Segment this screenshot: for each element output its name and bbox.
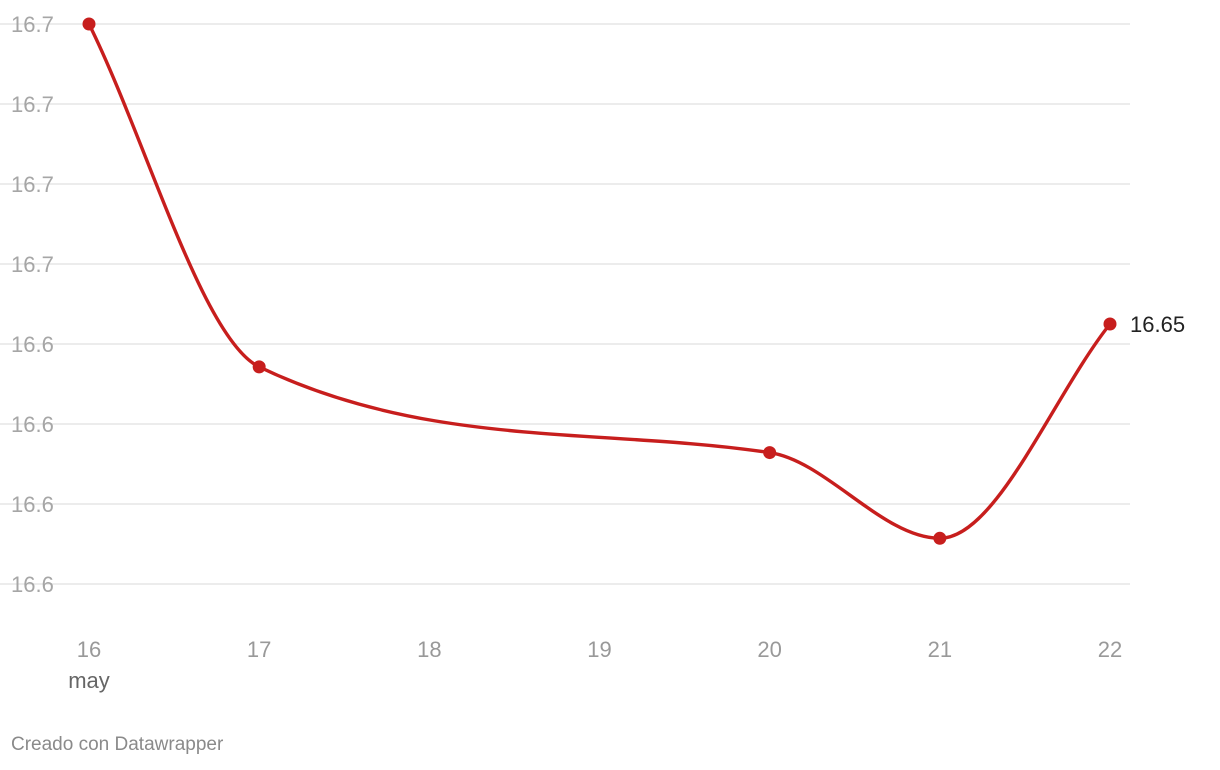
x-axis-tick-labels: 16 17 18 19 20 21 22 may	[68, 637, 1122, 693]
data-labels: 16.65	[1130, 312, 1185, 337]
y-tick-label: 16.6	[11, 332, 54, 357]
data-point	[82, 17, 96, 31]
series-line-layer	[87, 22, 1112, 540]
y-tick-label: 16.7	[11, 92, 54, 117]
data-point	[933, 531, 947, 545]
y-tick-label: 16.7	[11, 252, 54, 277]
y-tick-label: 16.6	[11, 572, 54, 597]
x-tick-label: 20	[757, 637, 781, 662]
x-tick-label: 16	[77, 637, 101, 662]
x-tick-label: 21	[928, 637, 952, 662]
credit-text: Creado con Datawrapper	[11, 734, 224, 755]
x-tick-label: 19	[587, 637, 611, 662]
y-tick-label: 16.6	[11, 492, 54, 517]
series-line	[87, 22, 1112, 540]
gridlines	[0, 23, 1130, 585]
data-points	[82, 17, 1117, 545]
data-point	[1103, 317, 1117, 331]
x-tick-label: 18	[417, 637, 441, 662]
data-point	[252, 360, 266, 374]
x-tick-label: 22	[1098, 637, 1122, 662]
end-value-label: 16.65	[1130, 312, 1185, 337]
x-tick-label: 17	[247, 637, 271, 662]
y-tick-label: 16.7	[11, 172, 54, 197]
data-point	[763, 446, 777, 460]
y-tick-label: 16.7	[11, 12, 54, 37]
x-month-label: may	[68, 668, 110, 693]
y-tick-label: 16.6	[11, 412, 54, 437]
y-axis-tick-labels: 16.7 16.7 16.7 16.7 16.6 16.6 16.6 16.6	[11, 12, 54, 597]
